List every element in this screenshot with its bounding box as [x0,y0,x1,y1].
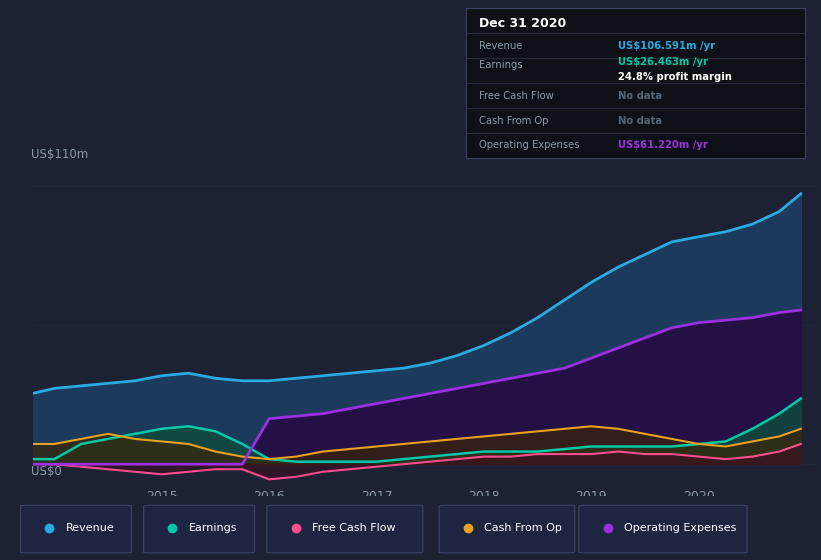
FancyBboxPatch shape [144,505,255,553]
Text: US$0: US$0 [31,465,62,478]
FancyBboxPatch shape [267,505,423,553]
Text: Cash From Op: Cash From Op [484,523,562,533]
Text: Dec 31 2020: Dec 31 2020 [479,17,566,30]
Text: No data: No data [618,91,663,101]
Text: Revenue: Revenue [479,41,522,51]
Text: 24.8% profit margin: 24.8% profit margin [618,72,732,82]
Text: US$26.463m /yr: US$26.463m /yr [618,57,709,67]
FancyBboxPatch shape [21,505,131,553]
Text: US$61.220m /yr: US$61.220m /yr [618,141,709,151]
FancyBboxPatch shape [579,505,747,553]
Text: US$110m: US$110m [31,148,89,161]
Text: US$106.591m /yr: US$106.591m /yr [618,41,716,51]
Text: Operating Expenses: Operating Expenses [624,523,736,533]
Text: Cash From Op: Cash From Op [479,115,548,125]
Text: Earnings: Earnings [189,523,237,533]
Text: No data: No data [618,115,663,125]
Text: Free Cash Flow: Free Cash Flow [312,523,396,533]
Text: Operating Expenses: Operating Expenses [479,141,580,151]
Text: Revenue: Revenue [66,523,114,533]
Text: Earnings: Earnings [479,60,523,69]
FancyBboxPatch shape [439,505,575,553]
Text: Free Cash Flow: Free Cash Flow [479,91,554,101]
